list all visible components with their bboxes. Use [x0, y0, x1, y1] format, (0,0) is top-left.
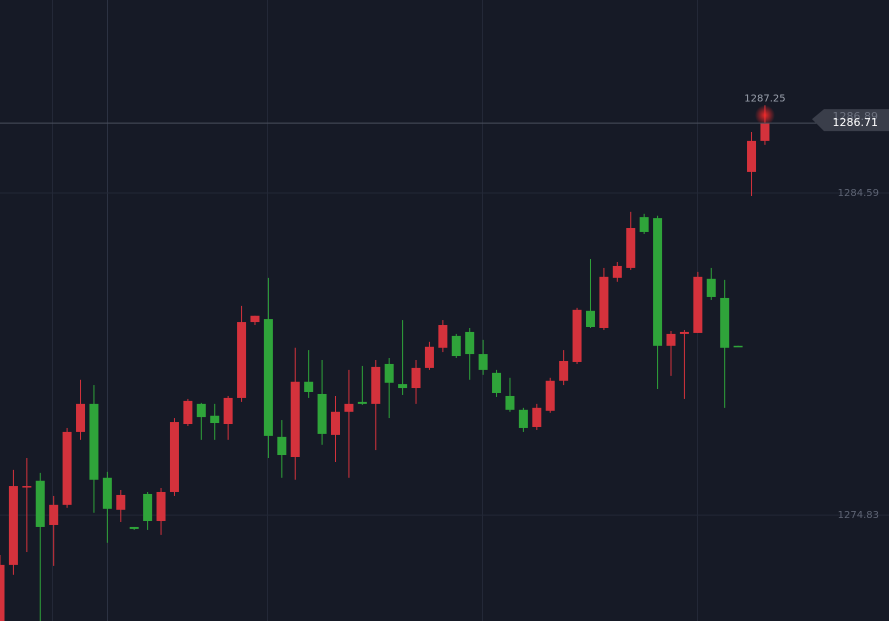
candle-body [626, 228, 636, 268]
candle-body [317, 393, 327, 434]
y-tick-label: 1274.83 [838, 510, 879, 521]
candle-body [639, 217, 649, 232]
candle-body [263, 319, 273, 436]
candle-body [518, 409, 528, 428]
candle-body [250, 315, 260, 323]
candle-body [223, 397, 233, 425]
candle-body [49, 504, 59, 525]
candle-body [585, 310, 595, 327]
candle-body [89, 403, 99, 480]
candle-body [653, 218, 663, 346]
candle-body [424, 346, 434, 368]
candle-body [62, 431, 72, 505]
candle-body [304, 381, 314, 393]
candle-body [599, 276, 609, 328]
candle-body [693, 276, 703, 333]
candle-body [156, 491, 166, 522]
candle-body [438, 325, 448, 348]
candle-body [747, 140, 757, 172]
candle-body [331, 411, 340, 435]
current-candle-glow [754, 105, 775, 126]
candle-body [116, 494, 126, 510]
candle-body [237, 322, 247, 398]
candle-body [35, 480, 45, 527]
candle-body [505, 395, 515, 410]
candle-body [478, 354, 488, 370]
candle-body [129, 526, 139, 529]
candle-body [733, 345, 743, 348]
candle-body [8, 486, 18, 565]
candle-body [0, 564, 5, 621]
candle-body [210, 415, 220, 424]
candle-body [411, 367, 421, 389]
candle-body [357, 401, 367, 404]
candle-body [344, 403, 354, 412]
candle-body [492, 372, 502, 393]
candle-body [679, 331, 689, 334]
current-price-label: 1286.71 [833, 116, 879, 129]
price-tag [812, 109, 889, 132]
candle-body [143, 493, 153, 522]
high-label: 1287.25 [744, 93, 785, 104]
candle-body [451, 335, 461, 357]
candle-body [532, 407, 542, 427]
candle-body [371, 366, 381, 404]
candle-body [720, 297, 730, 348]
candle-body [706, 278, 716, 297]
candle-body [384, 363, 394, 383]
candle-body [22, 486, 32, 488]
candle-body [465, 331, 475, 355]
candle-body [760, 123, 770, 141]
candle-body [545, 380, 555, 411]
candle-body [559, 360, 569, 381]
candle-body [666, 333, 676, 346]
candle-body [277, 436, 287, 456]
y-tick-label: 1284.59 [838, 188, 879, 199]
price-tag-behind: 1286.89 [833, 110, 879, 123]
candle-body [398, 384, 408, 389]
candle-body [196, 403, 206, 418]
candle-body [572, 309, 582, 362]
candle-body [169, 422, 179, 492]
candle-body [612, 265, 622, 278]
candle-body [102, 477, 112, 509]
candle-body [183, 400, 193, 425]
candle-body [76, 403, 86, 432]
candle-body [290, 381, 300, 458]
